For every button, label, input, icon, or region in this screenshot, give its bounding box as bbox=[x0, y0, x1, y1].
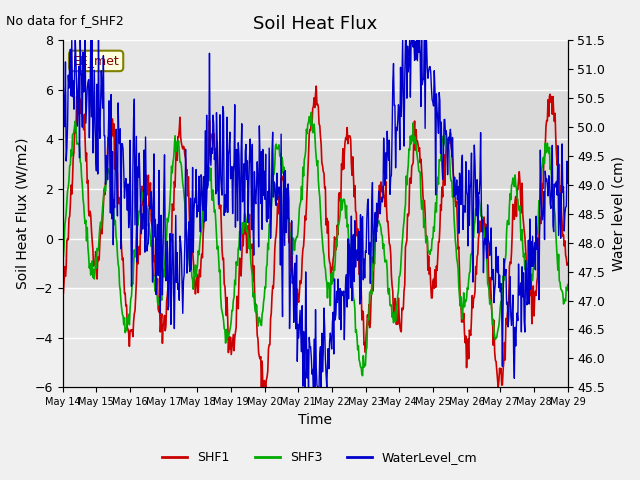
Y-axis label: Soil Heat Flux (W/m2): Soil Heat Flux (W/m2) bbox=[15, 138, 29, 289]
X-axis label: Time: Time bbox=[298, 413, 332, 427]
Legend: SHF1, SHF3, WaterLevel_cm: SHF1, SHF3, WaterLevel_cm bbox=[157, 446, 483, 469]
Bar bbox=[63, 90, 568, 288]
Text: No data for f_SHF2: No data for f_SHF2 bbox=[6, 14, 124, 27]
Text: EE_met: EE_met bbox=[73, 54, 120, 67]
Title: Soil Heat Flux: Soil Heat Flux bbox=[253, 15, 378, 33]
Y-axis label: Water level (cm): Water level (cm) bbox=[611, 156, 625, 271]
